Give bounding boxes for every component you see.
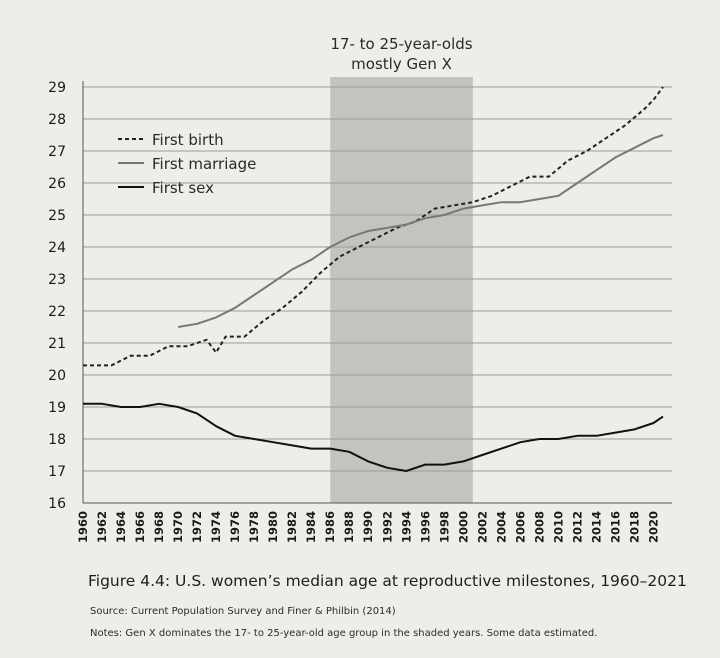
series-line-first-marriage bbox=[177, 134, 664, 328]
y-tick-label-19: 19 bbox=[48, 400, 66, 416]
x-tick-label-1978: 1978 bbox=[247, 511, 261, 543]
x-tick-label-2016: 2016 bbox=[608, 511, 622, 543]
gridlines bbox=[83, 86, 672, 504]
y-tick-label-29: 29 bbox=[48, 80, 66, 96]
x-tick-label-2012: 2012 bbox=[570, 511, 584, 543]
source-note: Source: Current Population Survey and Fi… bbox=[90, 606, 396, 617]
y-tick-label-23: 23 bbox=[48, 272, 66, 288]
x-tick-label-1968: 1968 bbox=[152, 511, 166, 543]
y-tick-label-17: 17 bbox=[48, 464, 66, 480]
shaded-label-line1: 17- to 25-year-olds bbox=[330, 35, 472, 53]
figure-caption: Figure 4.4: U.S. women’s median age at r… bbox=[88, 572, 687, 590]
legend-label-first-marriage: First marriage bbox=[152, 155, 256, 173]
x-tick-label-1960: 1960 bbox=[76, 511, 90, 543]
y-tick-label-27: 27 bbox=[48, 144, 66, 160]
y-tick-label-26: 26 bbox=[48, 176, 66, 192]
x-tick-label-1980: 1980 bbox=[266, 511, 280, 543]
x-tick-label-2014: 2014 bbox=[589, 511, 603, 543]
x-tick-label-1976: 1976 bbox=[228, 511, 242, 543]
series-lines bbox=[83, 86, 664, 472]
x-tick-label-2020: 2020 bbox=[646, 511, 660, 543]
x-tick-label-1992: 1992 bbox=[380, 511, 394, 543]
x-tick-label-1998: 1998 bbox=[437, 511, 451, 543]
legend-label-first-birth: First birth bbox=[152, 131, 224, 149]
notes-text: Notes: Gen X dominates the 17- to 25-yea… bbox=[90, 628, 598, 639]
y-tick-label-22: 22 bbox=[48, 304, 66, 320]
x-tick-label-2006: 2006 bbox=[513, 511, 527, 543]
x-tick-label-2018: 2018 bbox=[627, 511, 641, 543]
axes: 16 17 18 19 20 21 22 23 24 25 26 27 28 29 1960 1962 1964… bbox=[48, 80, 672, 543]
series-line-first-sex bbox=[83, 402, 664, 472]
x-tick-label-2010: 2010 bbox=[551, 511, 565, 543]
x-tick-label-1988: 1988 bbox=[342, 511, 356, 543]
x-tick-label-1990: 1990 bbox=[361, 511, 375, 543]
x-tick-label-1966: 1966 bbox=[133, 511, 147, 543]
x-tick-label-1964: 1964 bbox=[114, 511, 128, 543]
x-tick-label-1974: 1974 bbox=[209, 511, 223, 543]
shaded-region bbox=[330, 77, 473, 503]
shaded-label-line2: mostly Gen X bbox=[351, 55, 452, 73]
x-tick-label-2004: 2004 bbox=[494, 511, 508, 543]
x-tick-label-1962: 1962 bbox=[95, 511, 109, 543]
y-tick-label-21: 21 bbox=[48, 336, 66, 352]
line-chart: 17- to 25-year-olds mostly Gen X 16 17 18 19… bbox=[48, 35, 672, 543]
x-tick-label-1986: 1986 bbox=[323, 511, 337, 543]
y-tick-label-28: 28 bbox=[48, 112, 66, 128]
x-tick-label-1984: 1984 bbox=[304, 511, 318, 543]
x-tick-label-1994: 1994 bbox=[399, 511, 413, 543]
x-tick-label-1970: 1970 bbox=[171, 511, 185, 543]
y-tick-label-18: 18 bbox=[48, 432, 66, 448]
x-tick-label-1982: 1982 bbox=[285, 511, 299, 543]
series-line-first-birth bbox=[83, 86, 664, 367]
y-tick-label-24: 24 bbox=[48, 240, 66, 256]
y-tick-label-25: 25 bbox=[48, 208, 66, 224]
x-tick-label-2008: 2008 bbox=[532, 511, 546, 543]
legend-label-first-sex: First sex bbox=[152, 179, 214, 197]
y-tick-label-16: 16 bbox=[48, 496, 66, 512]
x-tick-label-2000: 2000 bbox=[456, 511, 470, 543]
x-tick-label-1996: 1996 bbox=[418, 511, 432, 543]
x-tick-label-1972: 1972 bbox=[190, 511, 204, 543]
y-tick-label-20: 20 bbox=[48, 368, 66, 384]
legend: First birth First marriage First sex bbox=[118, 131, 256, 197]
x-tick-label-2002: 2002 bbox=[475, 511, 489, 543]
shaded-region-layer: 17- to 25-year-olds mostly Gen X bbox=[330, 35, 473, 503]
